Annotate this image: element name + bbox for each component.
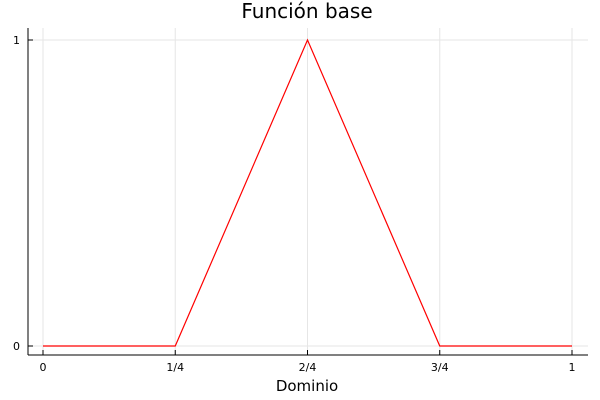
x-tick-label: 1 bbox=[569, 361, 576, 374]
x-tick-label: 2/4 bbox=[299, 361, 317, 374]
x-tick-label: 3/4 bbox=[431, 361, 449, 374]
series-line bbox=[43, 38, 572, 347]
x-axis-label: Dominio bbox=[276, 377, 338, 395]
chart-title: Función base bbox=[241, 0, 372, 23]
ticks: 0 1/4 2/4 3/4 1 0 1 bbox=[13, 34, 576, 374]
series bbox=[43, 38, 572, 347]
grid bbox=[28, 28, 588, 355]
x-tick-label: 1/4 bbox=[166, 361, 184, 374]
y-tick-label: 1 bbox=[13, 34, 20, 47]
x-tick-label: 0 bbox=[40, 361, 47, 374]
y-tick-label: 0 bbox=[13, 340, 20, 353]
